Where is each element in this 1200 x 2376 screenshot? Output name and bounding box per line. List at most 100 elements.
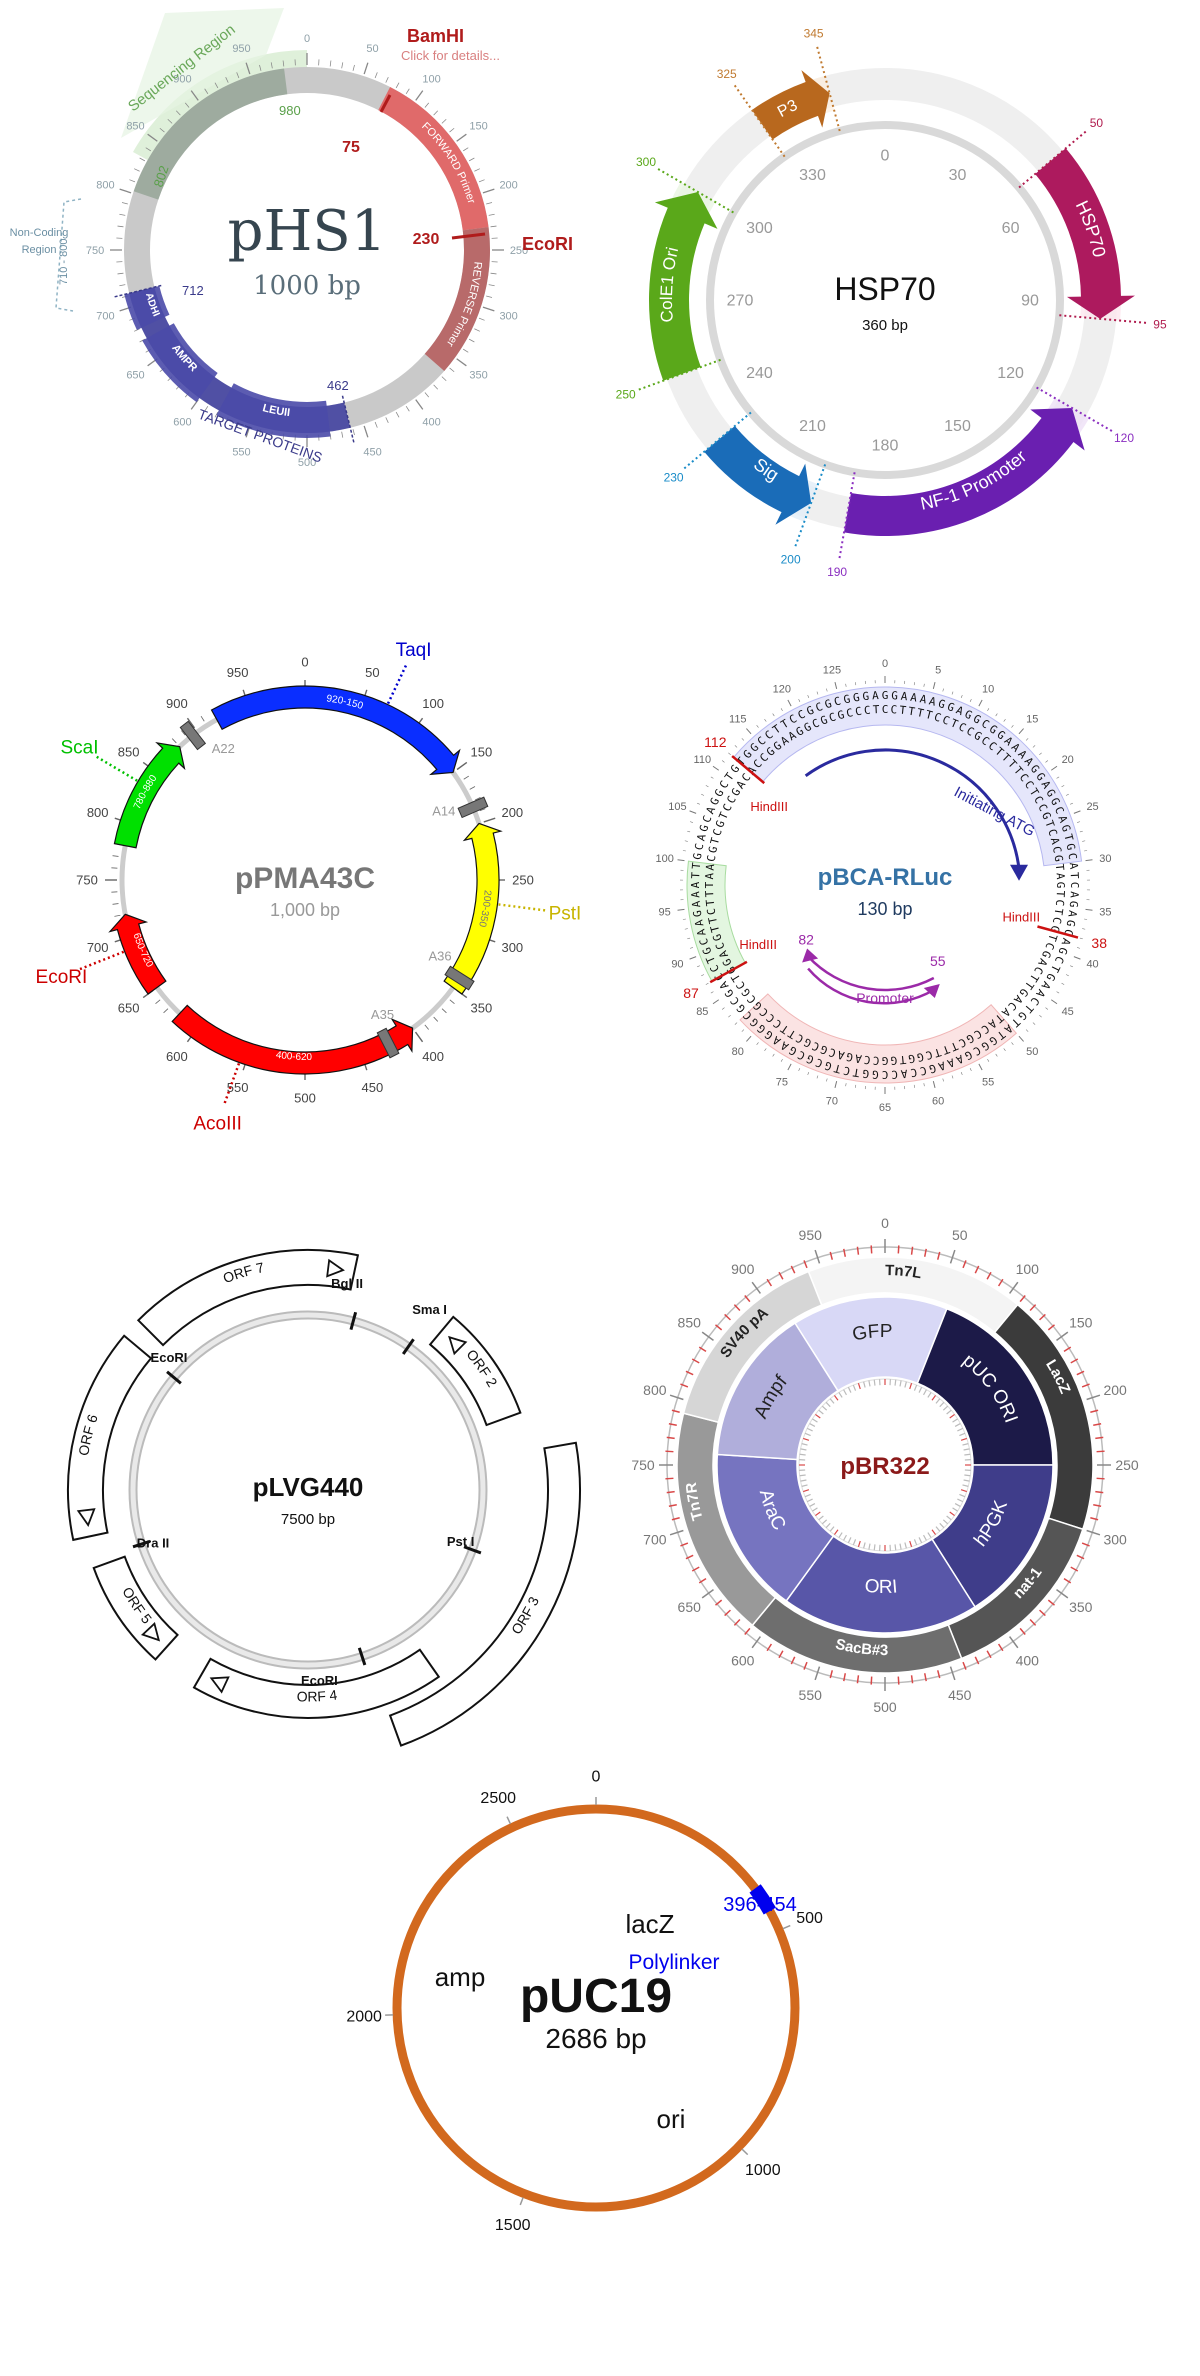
reverse-primer-segment[interactable] (424, 227, 490, 372)
site-label-EcoRI[interactable]: EcoRI (151, 1350, 188, 1365)
feature-920-150[interactable] (210, 685, 461, 776)
major-tick (751, 1636, 761, 1649)
major-tick (415, 399, 424, 410)
major-tick (712, 765, 720, 771)
site-label-Pst I[interactable]: Pst I (447, 1534, 474, 1549)
seq-base-inner: C (827, 710, 837, 724)
seq-base-inner: G (1054, 882, 1067, 889)
feature-200-350[interactable] (443, 822, 503, 995)
minor-tick (1093, 1503, 1102, 1507)
seq-base-inner: G (890, 1054, 897, 1067)
minor-tick (685, 1554, 694, 1560)
minor-tick (951, 1075, 954, 1079)
minor-tick (282, 60, 285, 67)
tick-label-500: 500 (873, 1699, 897, 1715)
bamhi-details-link[interactable]: Click for details... (401, 48, 500, 63)
puc19-map: 0 500 1000 1500 2000 2500 lacZ amp ori Polyli… (346, 1769, 823, 2235)
site-label-TaqI[interactable]: TaqI (396, 640, 432, 661)
ecori-cut-mark (451, 232, 486, 240)
minor-tick (671, 1516, 680, 1521)
site-label-EcoRI[interactable]: EcoRI (301, 1673, 338, 1688)
major-tick (978, 1063, 983, 1071)
marker-label-A22: A22 (212, 741, 235, 756)
minor-tick (764, 718, 767, 722)
marker-A36[interactable] (444, 965, 475, 991)
site-label-ScaI[interactable]: ScaI (60, 737, 98, 758)
p3-feature[interactable] (751, 70, 830, 140)
orf-4[interactable] (192, 1648, 441, 1719)
minor-tick (1070, 802, 1074, 805)
seq-base-outer: C (1052, 805, 1067, 816)
inner-tick (852, 1384, 857, 1391)
seq-base-outer: A (919, 692, 928, 706)
inner-label-0: GFP (851, 1321, 893, 1346)
markers: A14 A36 A35 A22 (179, 720, 489, 1059)
inner-tick (960, 1437, 967, 1441)
feature-780-880[interactable] (113, 742, 186, 849)
bamhi-label[interactable]: BamHI (407, 26, 464, 46)
cole1-ori-feature[interactable] (649, 192, 718, 381)
marker-A35[interactable] (376, 1027, 400, 1059)
orf-7[interactable] (136, 1249, 360, 1347)
forward-primer-segment[interactable] (378, 86, 489, 231)
minor-tick (463, 775, 470, 780)
ecori-label[interactable]: EcoRI (522, 234, 573, 254)
inner-tick (833, 1529, 839, 1535)
hsp70-feature[interactable] (1035, 148, 1135, 319)
inner-tick (829, 1398, 835, 1404)
minor-tick (665, 1450, 674, 1453)
seq-base-inner: C (1053, 899, 1067, 907)
site-label-AcoIII[interactable]: AcoIII (193, 1113, 242, 1134)
minor-tick (469, 786, 476, 790)
ampr-segment[interactable] (142, 323, 218, 403)
inner-tick (825, 1401, 831, 1408)
site-label-Dra II[interactable]: Dra II (137, 1535, 170, 1550)
site-label-PstI[interactable]: PstI (549, 903, 582, 924)
marker-A22[interactable] (179, 720, 207, 751)
nf1-promoter-feature[interactable] (844, 408, 1085, 536)
minor-tick (705, 982, 709, 985)
tick-label-120: 120 (773, 683, 791, 695)
site-label-Sma I[interactable]: Sma I (412, 1302, 447, 1317)
marker-A14[interactable] (457, 796, 489, 819)
minor-tick (341, 62, 344, 69)
inner-tick (962, 1443, 969, 1446)
inner-tick (868, 1380, 871, 1387)
tick-label-450: 450 (363, 446, 381, 458)
inner-ring (706, 121, 1064, 479)
inner-tick (927, 1532, 932, 1538)
leuii-segment[interactable] (216, 383, 331, 438)
minor-tick (744, 1627, 751, 1635)
minor-tick (449, 999, 455, 1004)
seq-base-outer: G (1048, 796, 1063, 808)
sig-feature[interactable] (704, 425, 812, 525)
inner-tick (894, 1379, 897, 1386)
feature-400-620[interactable] (171, 1004, 414, 1075)
seq-base-outer: G (1067, 900, 1081, 908)
inner-tick (939, 1401, 945, 1408)
minor-tick (159, 127, 165, 133)
seq-base-outer: A (945, 1055, 956, 1070)
adhi-segment[interactable] (124, 285, 170, 331)
inner-tick (868, 1543, 871, 1550)
minor-tick (897, 1245, 900, 1254)
inner-segment-ORI[interactable] (785, 1535, 977, 1634)
orf-3[interactable] (388, 1441, 581, 1747)
site-label-Bgl II[interactable]: Bgl II (331, 1276, 363, 1291)
seq-base-inner: G (819, 713, 830, 727)
site-line-EcoRI (77, 950, 125, 971)
site-label-EcoRI[interactable]: EcoRI (36, 967, 88, 988)
inner-tick (909, 1383, 913, 1390)
feature-650-720[interactable] (108, 913, 167, 995)
inner-segment-pUC ORI[interactable] (916, 1307, 1054, 1466)
minor-tick (449, 367, 455, 373)
major-tick (147, 133, 158, 142)
orf-6[interactable] (67, 1334, 153, 1542)
seq-base-inner: C (941, 713, 952, 727)
inner-segment-Ampf[interactable] (716, 1322, 839, 1461)
outer-segment-SV40 pA[interactable] (682, 1270, 823, 1424)
minor-tick (986, 1650, 992, 1659)
seq-base-outer: G (862, 1067, 870, 1081)
seq-base-outer: T (1061, 833, 1075, 843)
